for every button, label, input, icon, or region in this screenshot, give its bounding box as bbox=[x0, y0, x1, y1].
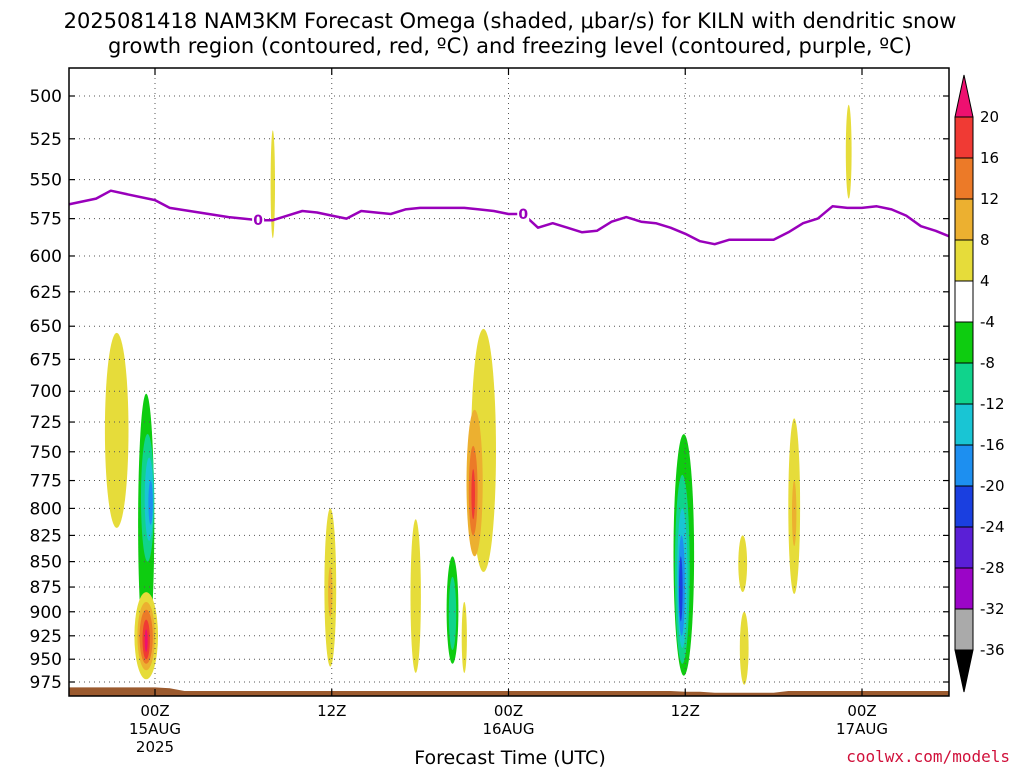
colorbar-box bbox=[954, 608, 974, 651]
omega-shade-region bbox=[448, 576, 457, 650]
colorbar-box bbox=[954, 116, 974, 159]
omega-shade-region bbox=[679, 556, 683, 622]
y-tick-label: 950 bbox=[30, 650, 62, 670]
y-tick-label: 875 bbox=[30, 578, 62, 598]
colorbar-label: 12 bbox=[980, 190, 999, 208]
x-axis-label: Forecast Time (UTC) bbox=[414, 747, 605, 768]
y-tick-label: 850 bbox=[30, 553, 62, 573]
x-tick-label: 00Z bbox=[140, 702, 169, 720]
y-tick-label: 775 bbox=[30, 472, 62, 492]
omega-shade-region bbox=[739, 611, 749, 685]
x-tick-label: 00Z bbox=[847, 702, 876, 720]
omega-shade-region bbox=[104, 332, 129, 528]
chart-title-line-2: growth region (contoured, red, ºC) and f… bbox=[108, 34, 912, 58]
omega-shade-region bbox=[328, 566, 333, 617]
x-tick-label: 12Z bbox=[671, 702, 700, 720]
x-tick-label: 00Z bbox=[494, 702, 523, 720]
colorbar-label: -20 bbox=[980, 477, 1005, 495]
y-tick-label: 975 bbox=[30, 673, 62, 693]
freezing-level-label: 0 bbox=[253, 213, 263, 229]
chart-title-line-1: 2025081418 NAM3KM Forecast Omega (shaded… bbox=[64, 9, 957, 33]
omega-shade-region bbox=[792, 480, 797, 546]
plot-frame bbox=[68, 67, 950, 697]
x-tick-label: 15AUG bbox=[129, 720, 181, 738]
colorbar-label: -12 bbox=[980, 395, 1005, 413]
colorbar-box bbox=[954, 444, 974, 487]
y-tick-label: 700 bbox=[30, 382, 62, 402]
y-tick-label: 750 bbox=[30, 443, 62, 463]
colorbar-box bbox=[954, 567, 974, 610]
omega-shade-region bbox=[433, 590, 440, 660]
colorbar-label: 4 bbox=[980, 272, 990, 290]
colorbar-box bbox=[954, 239, 974, 282]
omega-shade-region bbox=[471, 469, 476, 520]
colorbar-label: 16 bbox=[980, 149, 999, 167]
omega-shade-region bbox=[479, 592, 488, 671]
contour-label-bg bbox=[517, 205, 530, 222]
y-tick-label: 925 bbox=[30, 627, 62, 647]
omega-shade-region bbox=[148, 480, 153, 525]
y-tick-label: 725 bbox=[30, 413, 62, 433]
y-tick-label: 800 bbox=[30, 499, 62, 519]
colorbar-box bbox=[954, 526, 974, 569]
freezing-level-label: 0 bbox=[518, 207, 528, 223]
y-tick-label: 675 bbox=[30, 350, 62, 370]
omega-shade-region bbox=[410, 519, 421, 673]
y-tick-label: 575 bbox=[30, 210, 62, 230]
colorbar-box bbox=[954, 403, 974, 446]
colorbar-label: -36 bbox=[980, 641, 1005, 659]
y-tick-label: 825 bbox=[30, 526, 62, 546]
omega-shade-region bbox=[920, 422, 924, 487]
colorbar-label: -4 bbox=[980, 313, 995, 331]
omega-shade-region bbox=[270, 130, 275, 239]
y-tick-label: 525 bbox=[30, 130, 62, 150]
colorbar-box bbox=[954, 198, 974, 241]
omega-shade-region bbox=[845, 104, 852, 199]
axis-ticks: 500 525 550 575 600 625 650 675 700 725 750 775 800 8… bbox=[30, 68, 949, 756]
colorbar-label: 8 bbox=[980, 231, 990, 249]
y-tick-label: 600 bbox=[30, 247, 62, 267]
colorbar-label: -8 bbox=[980, 354, 995, 372]
omega-shade-region bbox=[430, 363, 440, 539]
y-tick-label: 650 bbox=[30, 317, 62, 337]
omega-shade-region bbox=[472, 171, 477, 271]
colorbar-label: -28 bbox=[980, 559, 1005, 577]
x-tick-label: 17AUG bbox=[836, 720, 888, 738]
x-tick-label: 12Z bbox=[317, 702, 346, 720]
colorbar-label: -32 bbox=[980, 600, 1005, 618]
colorbar-box bbox=[954, 321, 974, 364]
colorbar: -36 -32 -28 -24 -20 -16 -12 -8 -4 4 8 12 16 20 bbox=[954, 74, 1005, 693]
colorbar-box bbox=[954, 485, 974, 528]
x-tick-label: 2025 bbox=[136, 738, 174, 756]
y-tick-label: 900 bbox=[30, 603, 62, 623]
colorbar-box bbox=[954, 280, 974, 323]
y-tick-label: 550 bbox=[30, 171, 62, 191]
omega-shade-region bbox=[461, 602, 467, 673]
colorbar-box bbox=[954, 157, 974, 200]
omega-shade-region bbox=[738, 535, 748, 592]
y-tick-label: 625 bbox=[30, 283, 62, 303]
credit-text: coolwx.com/models bbox=[846, 747, 1010, 766]
x-tick-label: 16AUG bbox=[483, 720, 535, 738]
colorbar-label: -16 bbox=[980, 436, 1005, 454]
omega-shade-region bbox=[771, 601, 774, 650]
colorbar-label: 20 bbox=[980, 108, 999, 126]
colorbar-label: -24 bbox=[980, 518, 1005, 536]
colorbar-bottom-arrow bbox=[954, 649, 974, 693]
colorbar-top-arrow bbox=[954, 74, 974, 118]
contour-label-bg bbox=[252, 211, 265, 228]
omega-shade-region bbox=[144, 629, 148, 652]
colorbar-box bbox=[954, 362, 974, 405]
y-tick-label: 500 bbox=[30, 87, 62, 107]
